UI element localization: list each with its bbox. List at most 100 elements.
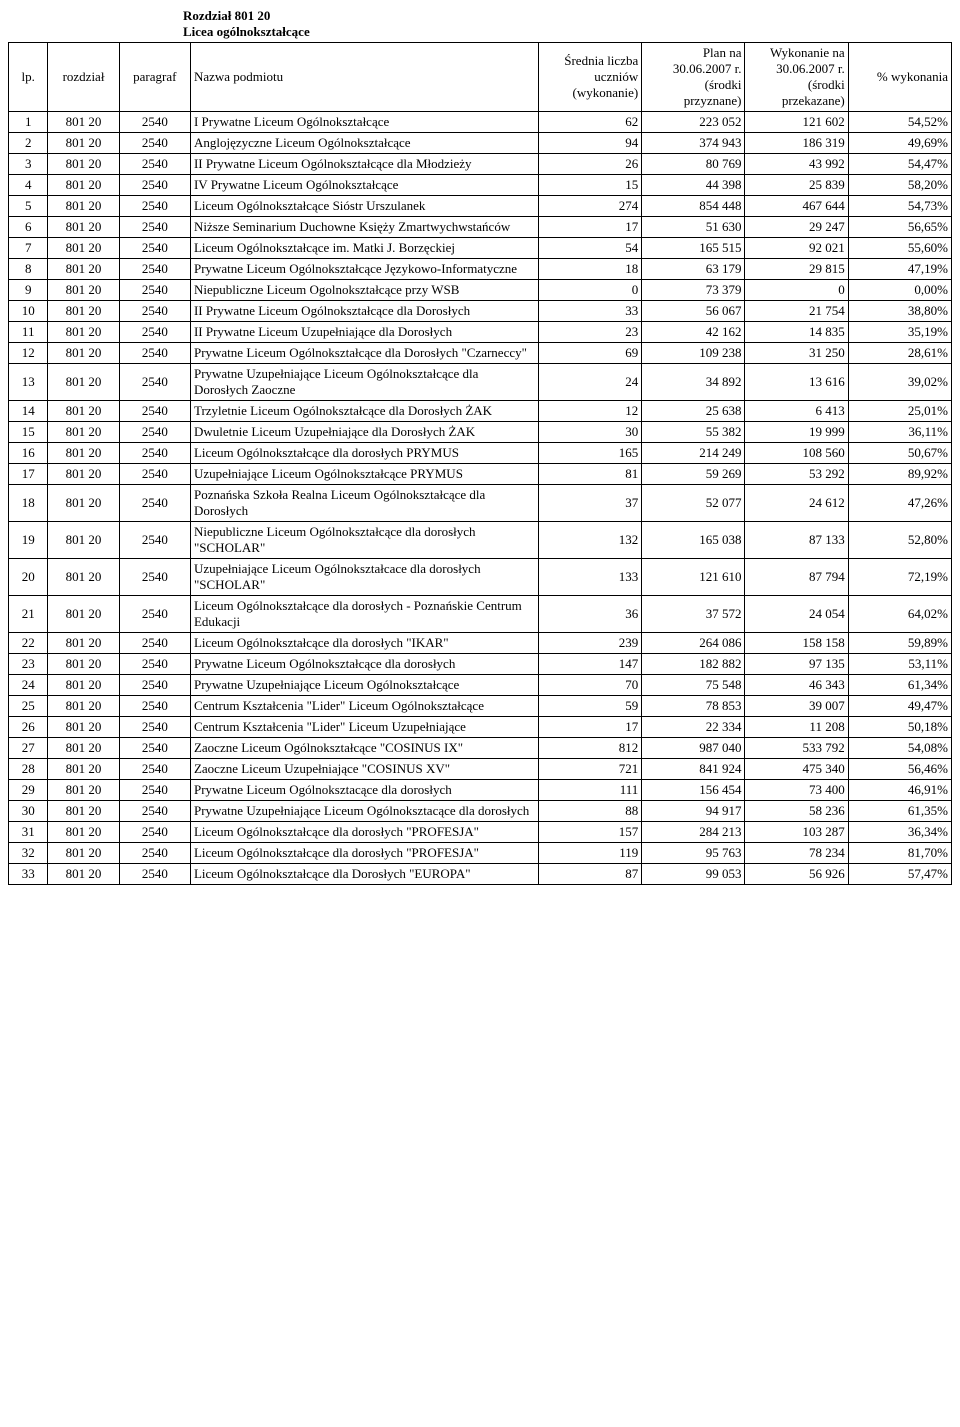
cell-name: IV Prywatne Liceum Ogólnokształcące bbox=[190, 175, 538, 196]
cell-name: Liceum Ogólnokształcące dla dorosłych "P… bbox=[190, 843, 538, 864]
cell-plan: 34 892 bbox=[642, 364, 745, 401]
cell-sred: 133 bbox=[539, 559, 642, 596]
cell-plan: 73 379 bbox=[642, 280, 745, 301]
cell-name: Liceum Ogólnokształcące dla dorosłych - … bbox=[190, 596, 538, 633]
cell-lp: 33 bbox=[9, 864, 48, 885]
cell-wyk: 53 292 bbox=[745, 464, 848, 485]
cell-par: 2540 bbox=[119, 559, 190, 596]
table-row: 32801 202540Liceum Ogólnokształcące dla … bbox=[9, 843, 952, 864]
cell-roz: 801 20 bbox=[48, 822, 119, 843]
cell-wyk: 14 835 bbox=[745, 322, 848, 343]
cell-sred: 94 bbox=[539, 133, 642, 154]
cell-lp: 17 bbox=[9, 464, 48, 485]
cell-wyk: 29 247 bbox=[745, 217, 848, 238]
table-row: 19801 202540Niepubliczne Liceum Ogólnoks… bbox=[9, 522, 952, 559]
cell-wyk: 21 754 bbox=[745, 301, 848, 322]
cell-lp: 27 bbox=[9, 738, 48, 759]
cell-plan: 165 038 bbox=[642, 522, 745, 559]
cell-pct: 50,18% bbox=[848, 717, 951, 738]
cell-plan: 264 086 bbox=[642, 633, 745, 654]
header-line1: Rozdział 801 20 bbox=[183, 8, 952, 24]
table-row: 21801 202540Liceum Ogólnokształcące dla … bbox=[9, 596, 952, 633]
table-row: 3801 202540II Prywatne Liceum Ogólnokszt… bbox=[9, 154, 952, 175]
cell-lp: 15 bbox=[9, 422, 48, 443]
cell-lp: 11 bbox=[9, 322, 48, 343]
cell-par: 2540 bbox=[119, 238, 190, 259]
cell-wyk: 39 007 bbox=[745, 696, 848, 717]
cell-name: Centrum Kształcenia "Lider" Liceum Ogóln… bbox=[190, 696, 538, 717]
cell-plan: 284 213 bbox=[642, 822, 745, 843]
cell-pct: 47,26% bbox=[848, 485, 951, 522]
cell-sred: 37 bbox=[539, 485, 642, 522]
cell-wyk: 43 992 bbox=[745, 154, 848, 175]
cell-plan: 37 572 bbox=[642, 596, 745, 633]
cell-sred: 147 bbox=[539, 654, 642, 675]
table-row: 33801 202540Liceum Ogólnokształcące dla … bbox=[9, 864, 952, 885]
cell-plan: 56 067 bbox=[642, 301, 745, 322]
col-rozdzial: rozdział bbox=[48, 43, 119, 112]
cell-roz: 801 20 bbox=[48, 717, 119, 738]
cell-roz: 801 20 bbox=[48, 464, 119, 485]
cell-sred: 111 bbox=[539, 780, 642, 801]
cell-plan: 214 249 bbox=[642, 443, 745, 464]
cell-plan: 109 238 bbox=[642, 343, 745, 364]
cell-wyk: 158 158 bbox=[745, 633, 848, 654]
table-row: 4801 202540IV Prywatne Liceum Ogólnokszt… bbox=[9, 175, 952, 196]
cell-lp: 6 bbox=[9, 217, 48, 238]
cell-sred: 15 bbox=[539, 175, 642, 196]
cell-plan: 42 162 bbox=[642, 322, 745, 343]
cell-wyk: 73 400 bbox=[745, 780, 848, 801]
cell-lp: 29 bbox=[9, 780, 48, 801]
cell-sred: 18 bbox=[539, 259, 642, 280]
table-row: 15801 202540Dwuletnie Liceum Uzupełniają… bbox=[9, 422, 952, 443]
cell-plan: 987 040 bbox=[642, 738, 745, 759]
cell-plan: 44 398 bbox=[642, 175, 745, 196]
cell-pct: 47,19% bbox=[848, 259, 951, 280]
cell-pct: 64,02% bbox=[848, 596, 951, 633]
cell-name: Zaoczne Liceum Uzupełniające "COSINUS XV… bbox=[190, 759, 538, 780]
cell-wyk: 87 794 bbox=[745, 559, 848, 596]
cell-par: 2540 bbox=[119, 522, 190, 559]
cell-sred: 24 bbox=[539, 364, 642, 401]
cell-name: Liceum Ogólnokształcące dla Dorosłych "E… bbox=[190, 864, 538, 885]
cell-par: 2540 bbox=[119, 738, 190, 759]
cell-pct: 49,47% bbox=[848, 696, 951, 717]
cell-pct: 28,61% bbox=[848, 343, 951, 364]
cell-roz: 801 20 bbox=[48, 485, 119, 522]
cell-par: 2540 bbox=[119, 301, 190, 322]
cell-par: 2540 bbox=[119, 759, 190, 780]
cell-pct: 72,19% bbox=[848, 559, 951, 596]
cell-plan: 99 053 bbox=[642, 864, 745, 885]
table-row: 5801 202540Liceum Ogólnokształcące Sióst… bbox=[9, 196, 952, 217]
cell-pct: 0,00% bbox=[848, 280, 951, 301]
cell-name: Niepubliczne Liceum Ogólnokształcące dla… bbox=[190, 522, 538, 559]
cell-sred: 119 bbox=[539, 843, 642, 864]
cell-name: Prywatne Uzupełniające Liceum Ogólnokszt… bbox=[190, 801, 538, 822]
cell-pct: 81,70% bbox=[848, 843, 951, 864]
cell-par: 2540 bbox=[119, 133, 190, 154]
col-paragraf: paragraf bbox=[119, 43, 190, 112]
cell-plan: 63 179 bbox=[642, 259, 745, 280]
table-row: 22801 202540Liceum Ogólnokształcące dla … bbox=[9, 633, 952, 654]
table-row: 27801 202540Zaoczne Liceum Ogólnokształc… bbox=[9, 738, 952, 759]
cell-plan: 841 924 bbox=[642, 759, 745, 780]
cell-plan: 80 769 bbox=[642, 154, 745, 175]
cell-par: 2540 bbox=[119, 422, 190, 443]
table-row: 31801 202540Liceum Ogólnokształcące dla … bbox=[9, 822, 952, 843]
cell-par: 2540 bbox=[119, 801, 190, 822]
cell-sred: 239 bbox=[539, 633, 642, 654]
cell-wyk: 24 612 bbox=[745, 485, 848, 522]
col-pct: % wykonania bbox=[848, 43, 951, 112]
cell-name: Uzupełniające Liceum Ogólnokształcące PR… bbox=[190, 464, 538, 485]
cell-sred: 812 bbox=[539, 738, 642, 759]
cell-lp: 3 bbox=[9, 154, 48, 175]
cell-roz: 801 20 bbox=[48, 633, 119, 654]
cell-wyk: 87 133 bbox=[745, 522, 848, 559]
cell-wyk: 103 287 bbox=[745, 822, 848, 843]
cell-par: 2540 bbox=[119, 401, 190, 422]
cell-par: 2540 bbox=[119, 259, 190, 280]
cell-name: Liceum Ogólnokształcące dla dorosłych PR… bbox=[190, 443, 538, 464]
cell-lp: 25 bbox=[9, 696, 48, 717]
table-row: 9801 202540Niepubliczne Liceum Ogolnoksz… bbox=[9, 280, 952, 301]
cell-par: 2540 bbox=[119, 485, 190, 522]
